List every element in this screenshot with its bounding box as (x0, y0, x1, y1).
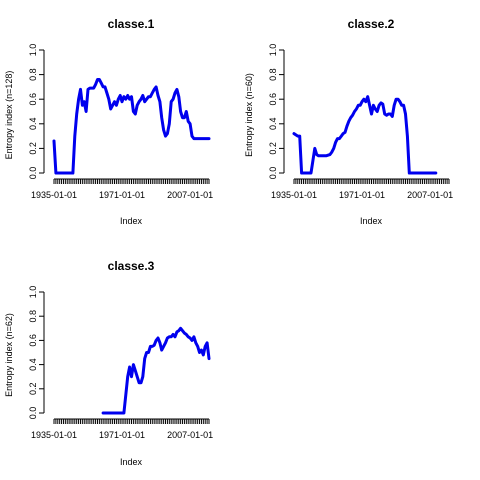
x-tick-label: 1971-01-01 (99, 190, 145, 200)
y-tick-label: 1.0 (268, 44, 278, 57)
y-tick-label: 0.8 (268, 68, 278, 81)
panel-classe-1: classe.1 Index Entropy index (n=128) 0.0… (4, 17, 213, 226)
y-tick-label: 0.4 (28, 118, 38, 131)
y-axis-label: Entropy index (n=128) (4, 71, 14, 160)
x-axis-label: Index (120, 457, 143, 467)
y-tick-label: 0.8 (28, 68, 38, 81)
y-tick-label: 0.6 (28, 93, 38, 106)
y-tick-label: 0.2 (28, 142, 38, 155)
axes: 0.0 0.2 0.4 0.6 0.8 1.0 1935-01-01 1971-01-01 20… (268, 44, 453, 200)
series-group (52, 78, 211, 175)
y-tick-label: 0.0 (28, 407, 38, 420)
y-tick-label: 1.0 (28, 286, 38, 299)
x-tick-label: 1971-01-01 (339, 190, 385, 200)
panel-title: classe.3 (108, 259, 155, 273)
series-line (292, 95, 438, 175)
x-axis-label: Index (360, 216, 383, 226)
x-tick-label: 1935-01-01 (31, 190, 77, 200)
y-tick-label: 0.0 (28, 167, 38, 180)
y-axis-label: Entropy index (n=60) (244, 73, 254, 157)
series-group (101, 326, 211, 415)
panel-title: classe.1 (108, 17, 155, 31)
y-tick-label: 0.6 (268, 93, 278, 106)
x-axis-label: Index (120, 216, 143, 226)
panel-title: classe.2 (348, 17, 395, 31)
x-tick-label: 2007-01-01 (167, 190, 213, 200)
axes: 0.0 0.2 0.4 0.6 0.8 1.0 1935-01-01 1971-01-01 20… (28, 286, 213, 440)
y-tick-label: 0.2 (28, 383, 38, 396)
y-axis-label: Entropy index (n=62) (4, 313, 14, 397)
series-line (101, 326, 211, 415)
x-tick-label: 1935-01-01 (31, 430, 77, 440)
axes: 0.0 0.2 0.4 0.6 0.8 1.0 1935-01-01 1971-01-01 20… (28, 44, 213, 200)
panel-classe-2: classe.2 Index Entropy index (n=60) 0.00… (244, 17, 453, 226)
y-tick-label: 0.4 (268, 118, 278, 131)
y-tick-label: 0.4 (28, 358, 38, 371)
y-tick-label: 1.0 (28, 44, 38, 57)
panel-classe-3: classe.3 Index Entropy index (n=62) 0.00… (4, 259, 213, 467)
x-tick-label: 1971-01-01 (99, 430, 145, 440)
y-tick-label: 0.2 (268, 142, 278, 155)
x-tick-label: 2007-01-01 (167, 430, 213, 440)
x-tick-label: 2007-01-01 (407, 190, 453, 200)
series-group (292, 95, 438, 175)
series-line (52, 78, 211, 175)
y-tick-label: 0.6 (28, 334, 38, 347)
y-tick-label: 0.8 (28, 310, 38, 323)
y-tick-label: 0.0 (268, 167, 278, 180)
x-tick-label: 1935-01-01 (271, 190, 317, 200)
